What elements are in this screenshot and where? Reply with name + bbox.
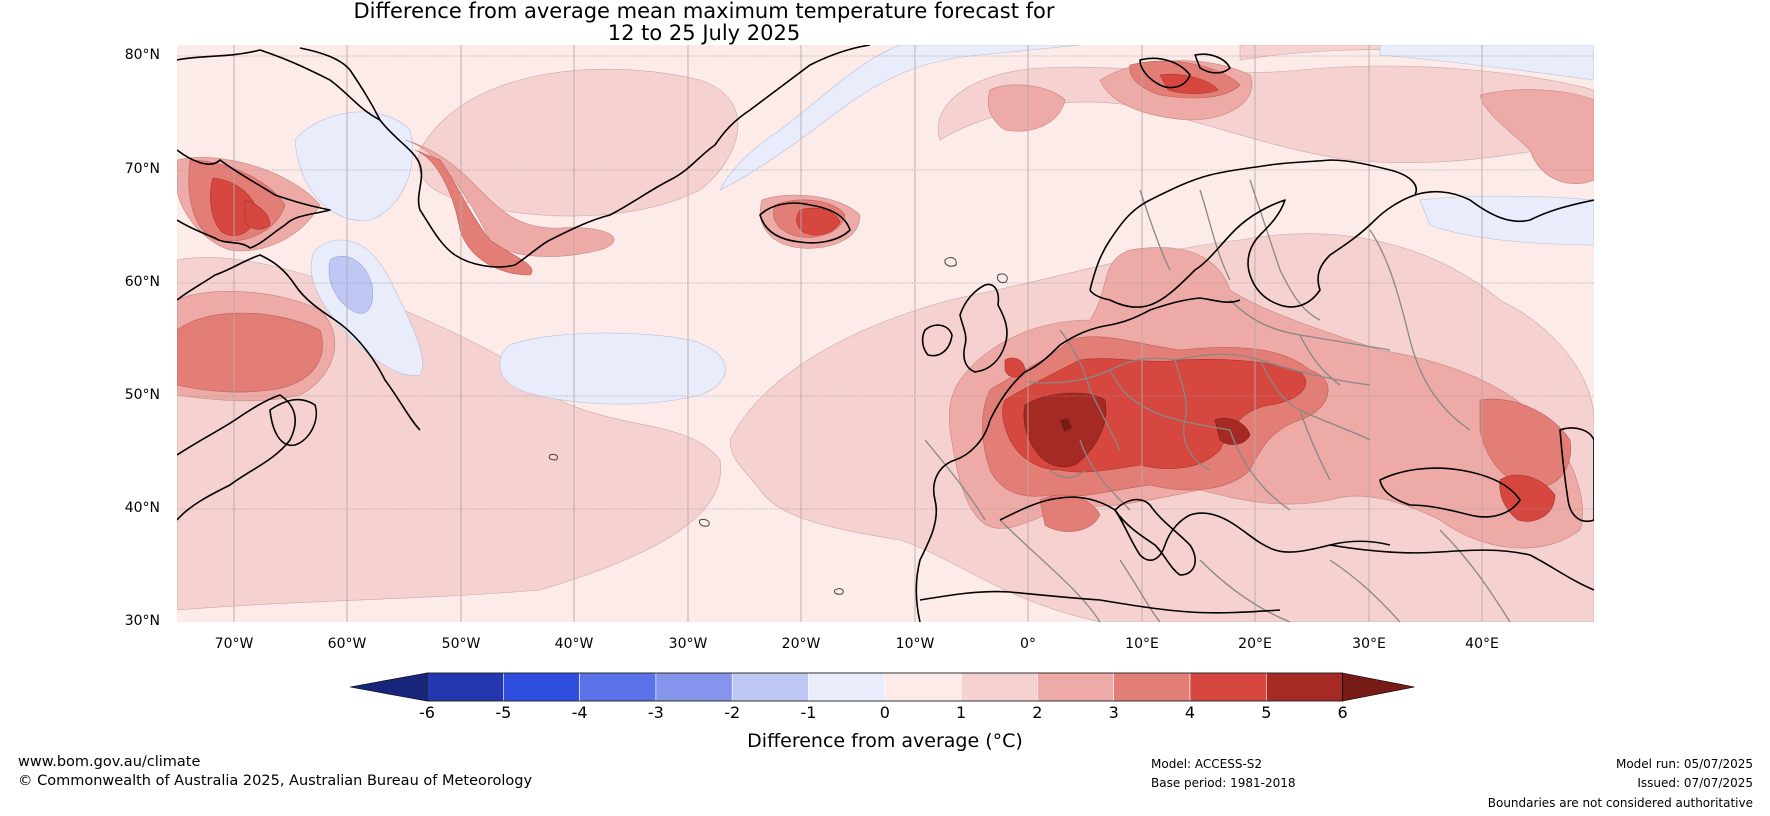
- footer-model: Model: ACCESS-S2: [1151, 757, 1263, 771]
- map-title-line1: Difference from average mean maximum tem…: [353, 0, 1055, 23]
- graticule: [177, 55, 1594, 510]
- lon-label-60w: 60°W: [327, 636, 367, 652]
- map-title-line2: 12 to 25 July 2025: [607, 21, 801, 45]
- lon-label-30w: 30°W: [668, 636, 708, 652]
- footer-model-run: Model run: 05/07/2025: [1615, 757, 1753, 771]
- colorbar-tick-label: -6: [419, 703, 435, 722]
- anomaly-band-neg2-neg1: [328, 255, 373, 314]
- colorbar-tick-label: -1: [800, 703, 817, 722]
- colorbar-segment: [1265, 672, 1343, 702]
- lon-label-50w: 50°W: [441, 636, 481, 652]
- lat-label-50n: 50°N: [124, 387, 160, 403]
- lon-label-40w: 40°W: [554, 636, 594, 652]
- country-borders: [924, 179, 1511, 622]
- small-islands: [548, 257, 1008, 595]
- colorbar-tick-label: 5: [1261, 703, 1272, 722]
- anomaly-band-above-6: [1060, 418, 1072, 432]
- colorbar-segment: [426, 672, 504, 702]
- colorbar-segment: [1189, 672, 1267, 702]
- colorbar-outline: [426, 672, 1343, 702]
- lat-label-80n: 80°N: [124, 47, 160, 63]
- colorbar-tick-label: -2: [724, 703, 741, 722]
- colorbar-tick-label: 0: [879, 703, 890, 722]
- colorbar-tick-label: 1: [956, 703, 967, 722]
- lon-label-20e: 20°E: [1238, 636, 1272, 652]
- footer-website: www.bom.gov.au/climate: [18, 754, 201, 770]
- colorbar-tick-label: -4: [571, 703, 588, 722]
- footer-issued: Issued: 07/07/2025: [1637, 776, 1753, 790]
- colorbar-tick-label: -5: [495, 703, 512, 722]
- coastlines: [177, 45, 1594, 622]
- lon-label-70w: 70°W: [214, 636, 254, 652]
- colorbar-segment: [579, 672, 657, 702]
- lon-label-10w: 10°W: [895, 636, 935, 652]
- colorbar-segment: [960, 672, 1038, 702]
- colorbar-arrow-low: [350, 672, 428, 702]
- colorbar-segment: [884, 672, 962, 702]
- footer-disclaimer: Boundaries are not considered authoritat…: [1487, 796, 1753, 810]
- lat-label-70n: 70°N: [124, 161, 160, 177]
- colorbar-tick-label: 3: [1108, 703, 1119, 722]
- lon-label-0: 0°: [1020, 636, 1036, 652]
- colorbar-segment: [503, 672, 580, 702]
- lat-label-60n: 60°N: [124, 274, 160, 290]
- colorbar-arrow-high: [1342, 672, 1415, 702]
- colorbar: [350, 672, 1415, 702]
- colorbar-segment: [1113, 672, 1191, 702]
- colorbar-label: Difference from average (°C): [747, 730, 1023, 752]
- colorbar-segment: [731, 672, 809, 702]
- lat-label-40n: 40°N: [124, 500, 160, 516]
- colorbar-tick-label: 4: [1184, 703, 1196, 722]
- colorbar-segment: [655, 672, 733, 702]
- lon-label-40e: 40°E: [1465, 636, 1499, 652]
- lon-label-20w: 20°W: [781, 636, 821, 652]
- lon-label-30e: 30°E: [1352, 636, 1386, 652]
- colorbar-tick-label: -3: [647, 703, 664, 722]
- colorbar-tick-label: 2: [1032, 703, 1043, 722]
- lat-label-30n: 30°N: [124, 613, 160, 629]
- colorbar-segment: [1037, 672, 1115, 702]
- colorbar-segment: [808, 672, 886, 702]
- colorbar-tick-label: 6: [1337, 703, 1348, 722]
- lon-label-10e: 10°E: [1125, 636, 1159, 652]
- footer-base-period: Base period: 1981-2018: [1151, 776, 1296, 790]
- footer-copyright: © Commonwealth of Australia 2025, Austra…: [18, 773, 533, 789]
- graticule-meridians: [233, 45, 1483, 622]
